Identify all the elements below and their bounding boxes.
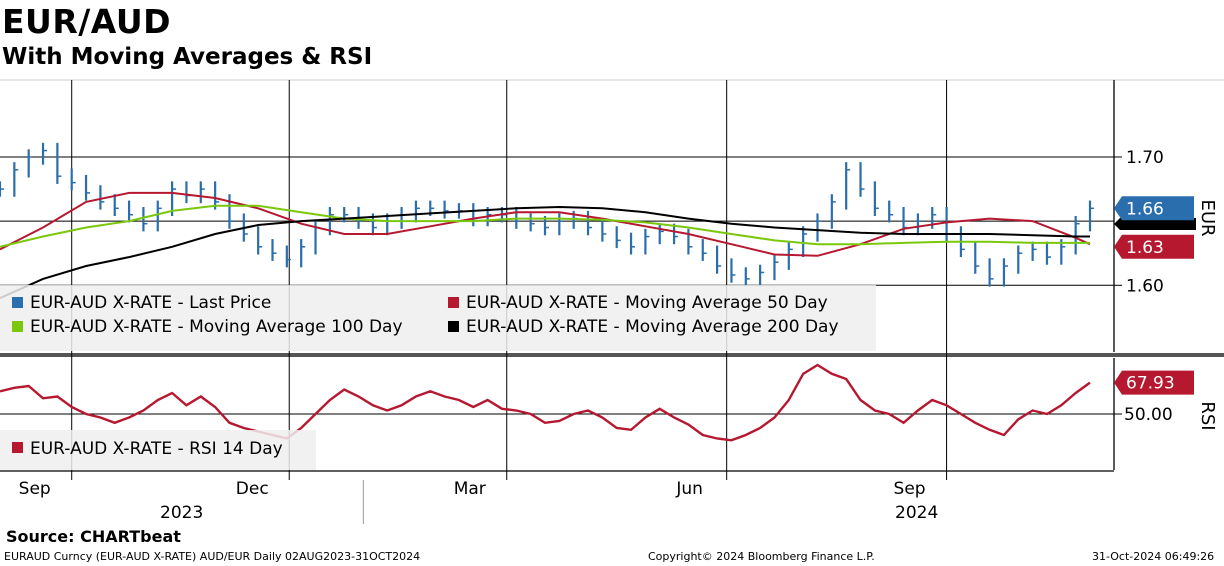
legend-swatch — [448, 297, 459, 308]
year-label-2023: 2023 — [160, 503, 203, 523]
ma-line-3 — [0, 205, 1090, 300]
price-legend-box — [0, 285, 876, 351]
last-price-tag-label: 1.66 — [1126, 199, 1164, 219]
legends: EUR-AUD X-RATE - Last Price EUR-AUD X-RAT… — [0, 285, 876, 470]
legend-entry-3: EUR-AUD X-RATE - Moving Average 200 Day — [466, 317, 839, 337]
source-label: Source: CHARTbeat — [6, 527, 181, 546]
last-value-tags: 1.66 1.63 67.93 — [1114, 196, 1196, 395]
rsi-tag-shape — [1114, 370, 1194, 395]
rsi-tick-label: 50.00 — [1124, 405, 1173, 425]
legend-entry-2: EUR-AUD X-RATE - Moving Average 100 Day — [30, 317, 403, 337]
rsi-legend-swatch — [12, 442, 23, 453]
price-plot-area — [0, 142, 1094, 300]
ma200-tag-shape — [1114, 218, 1196, 230]
timestamp: 31-Oct-2024 06:49:26 — [1092, 550, 1215, 563]
rsi-line — [0, 363, 1091, 442]
legend-swatch — [12, 321, 23, 332]
legend-swatch — [12, 297, 23, 308]
rsi-tag-label: 67.93 — [1126, 374, 1175, 394]
ma50-tag-label: 1.63 — [1126, 238, 1164, 258]
rsi-plot-area — [0, 363, 1091, 442]
rsi-legend-box — [0, 430, 316, 470]
price-axis-title: EUR — [1197, 199, 1218, 236]
ma-line-1 — [0, 191, 1091, 257]
legend-entry-1: EUR-AUD X-RATE - Moving Average 50 Day — [466, 293, 828, 313]
x-axis-labels: Sep Dec Mar Jun Sep 2023 2024 — [19, 471, 948, 524]
rsi-axis-title: RSI — [1197, 401, 1218, 430]
ma50-tag-shape — [1114, 234, 1194, 259]
price-tick-label: 1.60 — [1126, 276, 1164, 296]
x-tick-label-dec: Dec — [236, 479, 269, 499]
x-tick-label-sep: Sep — [19, 479, 51, 499]
y-tick-labels: 1.70 1.60 50.00 — [1114, 148, 1173, 425]
rsi-legend-entry: EUR-AUD X-RATE - RSI 14 Day — [30, 439, 283, 459]
legend-swatch — [448, 321, 459, 332]
legend-entry-0: EUR-AUD X-RATE - Last Price — [30, 293, 271, 313]
price-tick-label: 1.70 — [1126, 148, 1164, 168]
chart-title: EUR/AUD — [2, 2, 172, 41]
chart-subtitle: With Moving Averages & RSI — [2, 44, 373, 70]
x-tick-label-mar: Mar — [454, 479, 486, 499]
ma-line-2 — [0, 204, 1090, 248]
year-label-2024: 2024 — [895, 503, 938, 523]
last-price-tag-shape — [1114, 196, 1194, 221]
vertical-gridlines — [71, 80, 948, 471]
x-tick-label-jun: Jun — [675, 479, 703, 499]
copyright-notice: Copyright© 2024 Bloomberg Finance L.P. — [648, 550, 875, 563]
x-tick-label-sep: Sep — [894, 479, 926, 499]
ticker-info: EURAUD Curncy (EUR-AUD X-RATE) AUD/EUR D… — [4, 550, 421, 563]
